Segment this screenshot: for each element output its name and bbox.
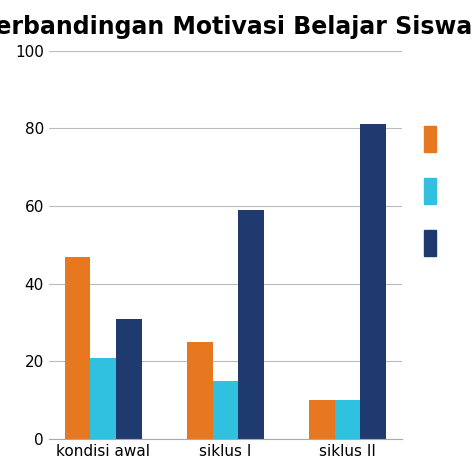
Bar (65, 256, 91, 439)
Bar (116, 319, 142, 439)
Bar (309, 400, 335, 439)
Bar (360, 125, 386, 439)
Bar (238, 210, 264, 439)
Title: Perbandingan Motivasi Belajar Siswa: Perbandingan Motivasi Belajar Siswa (0, 15, 473, 39)
Bar (91, 357, 116, 439)
Bar (335, 400, 360, 439)
Bar (213, 381, 238, 439)
Bar (187, 342, 213, 439)
